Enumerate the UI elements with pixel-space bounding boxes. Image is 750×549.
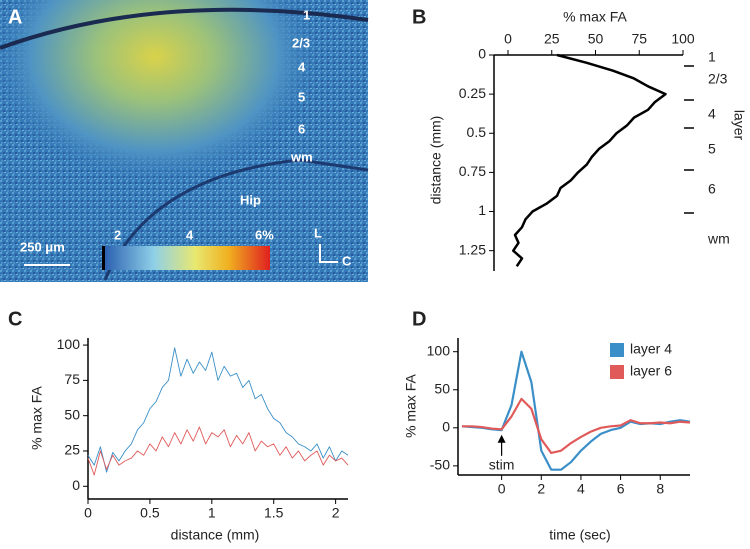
x-axis-label: time (sec) bbox=[549, 527, 610, 543]
y-tick-label: 0.25 bbox=[459, 85, 486, 101]
layer-label: 2/3 bbox=[708, 71, 728, 87]
y-tick-label: 1.25 bbox=[459, 241, 486, 257]
y-tick-label: 0.5 bbox=[467, 124, 487, 140]
x-tick-label: 50 bbox=[588, 31, 604, 47]
data-line bbox=[87, 347, 349, 473]
layer-label: 5 bbox=[298, 89, 305, 104]
x-tick-label: 100 bbox=[671, 31, 695, 47]
layer-label: wm bbox=[707, 231, 730, 247]
data-line bbox=[512, 53, 667, 268]
layer-label: 4 bbox=[708, 106, 716, 122]
colorbar-label: 6% bbox=[255, 227, 274, 242]
x-tick-label: 2 bbox=[332, 505, 340, 521]
layer-label: wm bbox=[290, 149, 313, 164]
layer-label: 4 bbox=[298, 59, 306, 74]
x-tick-label: 0 bbox=[498, 481, 506, 497]
x-tick-label: 2 bbox=[537, 481, 545, 497]
y-tick-label: 75 bbox=[64, 371, 80, 387]
colorbar-label: 2 bbox=[114, 227, 121, 242]
orientation-label: L bbox=[314, 225, 322, 240]
y-tick-label: 50 bbox=[434, 380, 450, 396]
y-tick-label: 50 bbox=[64, 406, 80, 422]
legend-label: layer 4 bbox=[630, 341, 672, 357]
y-tick-label: 0 bbox=[72, 477, 80, 493]
x-tick-label: 0 bbox=[504, 31, 512, 47]
layer-title: layer bbox=[731, 110, 747, 141]
panel-a: A 1 2/3 4 5 6 wm Hip 250 μm 2 4 6% L C bbox=[0, 0, 369, 282]
legend-swatch bbox=[610, 365, 624, 379]
orientation-label: C bbox=[342, 253, 352, 268]
y-axis-label: distance (mm) bbox=[428, 116, 444, 205]
y-tick-label: 0.75 bbox=[459, 163, 486, 179]
region-label: Hip bbox=[240, 192, 261, 207]
scale-label: 250 μm bbox=[20, 239, 65, 254]
x-tick-label: 75 bbox=[631, 31, 647, 47]
x-tick-label: 6 bbox=[617, 481, 625, 497]
y-tick-label: 0 bbox=[442, 419, 450, 435]
panel-letter: B bbox=[412, 6, 426, 28]
panel-letter: A bbox=[8, 6, 22, 28]
chart-B: B 0 25 50 75 100 0 0.25 0.5 0.75 1 1.25 % max FA dist… bbox=[412, 6, 747, 271]
y-tick-label: 0 bbox=[478, 46, 486, 62]
data-line bbox=[461, 397, 691, 455]
colorbar-label: 4 bbox=[186, 227, 194, 242]
x-tick-label: 0.5 bbox=[140, 505, 160, 521]
y-tick-label: 100 bbox=[57, 336, 81, 352]
layer-label: 1 bbox=[708, 49, 716, 65]
x-tick-label: 0 bbox=[84, 505, 92, 521]
activation bbox=[0, 0, 368, 282]
legend-label: layer 6 bbox=[630, 363, 672, 379]
layer-label: 6 bbox=[708, 181, 716, 197]
panel-letter: D bbox=[412, 308, 426, 330]
data-line bbox=[87, 426, 349, 476]
x-tick-label: 1.5 bbox=[264, 505, 284, 521]
annotation: stim bbox=[489, 457, 515, 473]
x-axis-label: distance (mm) bbox=[171, 527, 260, 543]
y-axis-label: % max FA bbox=[403, 373, 419, 437]
x-axis-label: % max FA bbox=[563, 9, 627, 25]
colorbar-edge bbox=[102, 246, 105, 270]
x-tick-label: 25 bbox=[544, 31, 560, 47]
x-tick-label: 8 bbox=[656, 481, 664, 497]
y-tick-label: 25 bbox=[64, 442, 80, 458]
layer-label: 6 bbox=[298, 121, 305, 136]
y-tick-label: 1 bbox=[478, 202, 486, 218]
chart-D: D 0 2 4 6 8 -50 0 50 100 time (sec) % max FA layer 4… bbox=[403, 308, 691, 543]
x-tick-label: 4 bbox=[577, 481, 585, 497]
surface bbox=[0, 7, 369, 50]
y-axis-label: % max FA bbox=[29, 385, 45, 449]
legend-swatch bbox=[610, 343, 624, 357]
colorbar bbox=[104, 246, 270, 270]
x-tick-label: 1 bbox=[208, 505, 216, 521]
layer-label: 1 bbox=[303, 7, 310, 22]
layer-label: 5 bbox=[708, 141, 716, 157]
layer-label: 2/3 bbox=[292, 35, 310, 50]
annotation-arrowhead bbox=[497, 434, 506, 443]
y-tick-label: -50 bbox=[430, 457, 450, 473]
panel-letter: C bbox=[8, 308, 22, 330]
chart-C: C 0 0.5 1 1.5 2 0 25 50 75 100 distance (mm) % max F… bbox=[8, 308, 349, 543]
orientation-axes bbox=[319, 244, 338, 263]
y-tick-label: 100 bbox=[427, 342, 451, 358]
